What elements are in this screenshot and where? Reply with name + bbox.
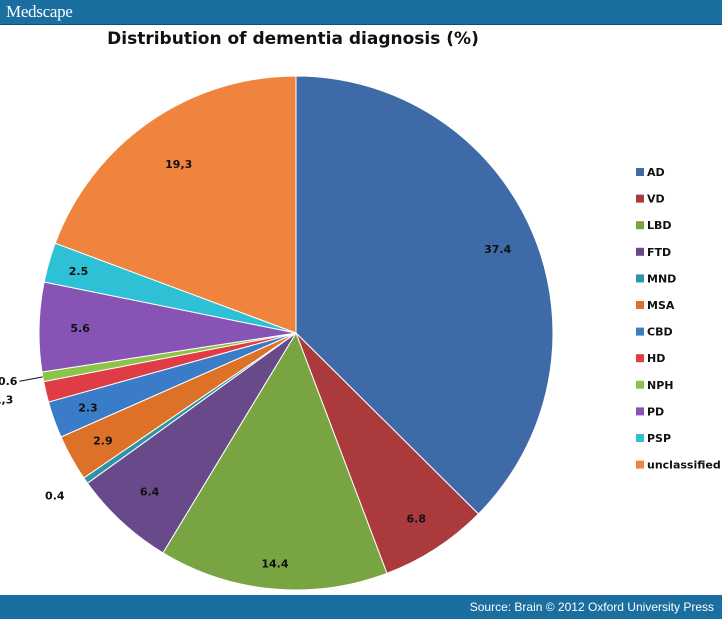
medscape-logo: Medscape <box>6 2 73 21</box>
legend-label-vd: VD <box>647 193 665 206</box>
pie-slices <box>38 75 554 591</box>
data-label-cbd: 2.3 <box>78 402 98 415</box>
legend-label-msa: MSA <box>647 299 675 312</box>
data-label-mnd: 0.4 <box>45 489 65 502</box>
legend-swatch-pd <box>636 407 644 416</box>
legend-label-ftd: FTD <box>647 246 671 259</box>
legend-swatch-hd <box>636 354 644 363</box>
legend-label-unclassified: unclassified <box>647 459 721 472</box>
chart-title: Distribution of dementia diagnosis (%) <box>107 29 479 49</box>
source-credit: Source: Brain © 2012 Oxford University P… <box>469 600 714 614</box>
pie-slice-ad <box>295 75 554 515</box>
legend-swatch-ftd <box>636 247 644 256</box>
legend-swatch-psp <box>636 434 644 442</box>
data-label-ftd: 6.4 <box>140 486 160 499</box>
legend-label-nph: NPH <box>647 379 673 392</box>
chart-legend: AD VD LBD FTD MND MSA CBD HD NPH PD PSP unclassifie… <box>636 166 721 472</box>
data-label-lbd: 14.4 <box>261 557 288 570</box>
bottom-banner: Source: Brain © 2012 Oxford University P… <box>0 595 722 619</box>
data-label-psp: 2.5 <box>69 265 89 278</box>
legend-label-mnd: MND <box>647 272 676 285</box>
pie-slice-vd <box>295 332 480 575</box>
legend-swatch-nph <box>636 380 644 389</box>
leader-line-nph <box>19 376 43 382</box>
data-label-ad: 37.4 <box>484 243 511 256</box>
data-label-pd: 5.6 <box>70 322 90 335</box>
legend-label-hd: HD <box>647 352 665 365</box>
legend-swatch-ad <box>636 168 644 176</box>
legend-label-psp: PSP <box>647 432 671 445</box>
legend-swatch-vd <box>636 194 644 203</box>
legend-swatch-cbd <box>636 327 644 336</box>
pie-chart: Distribution of dementia diagnosis (%) 3… <box>0 29 721 591</box>
data-label-unclassified: 19,3 <box>165 158 192 171</box>
legend-label-ad: AD <box>647 166 665 179</box>
legend-swatch-mnd <box>636 274 644 283</box>
data-label-vd: 6.8 <box>407 512 427 525</box>
legend-label-cbd: CBD <box>647 326 673 339</box>
legend-swatch-msa <box>636 301 644 309</box>
legend-swatch-lbd <box>636 221 644 230</box>
pie-slice-lbd <box>162 331 388 591</box>
data-label-msa: 2.9 <box>93 434 113 447</box>
pie-data-labels: 37.4 6.8 14.4 6.4 0.4 2.9 2.3 1,3 0.6 5.6 2.5 19,3 <box>0 158 512 570</box>
legend-label-lbd: LBD <box>647 219 672 232</box>
legend-label-pd: PD <box>647 405 664 418</box>
pie-slice-unclassified <box>54 75 297 334</box>
top-banner: Medscape <box>0 0 722 25</box>
data-label-hd: 1,3 <box>0 394 13 407</box>
legend-swatch-unclassified <box>636 460 644 469</box>
data-label-nph: 0.6 <box>0 375 18 388</box>
